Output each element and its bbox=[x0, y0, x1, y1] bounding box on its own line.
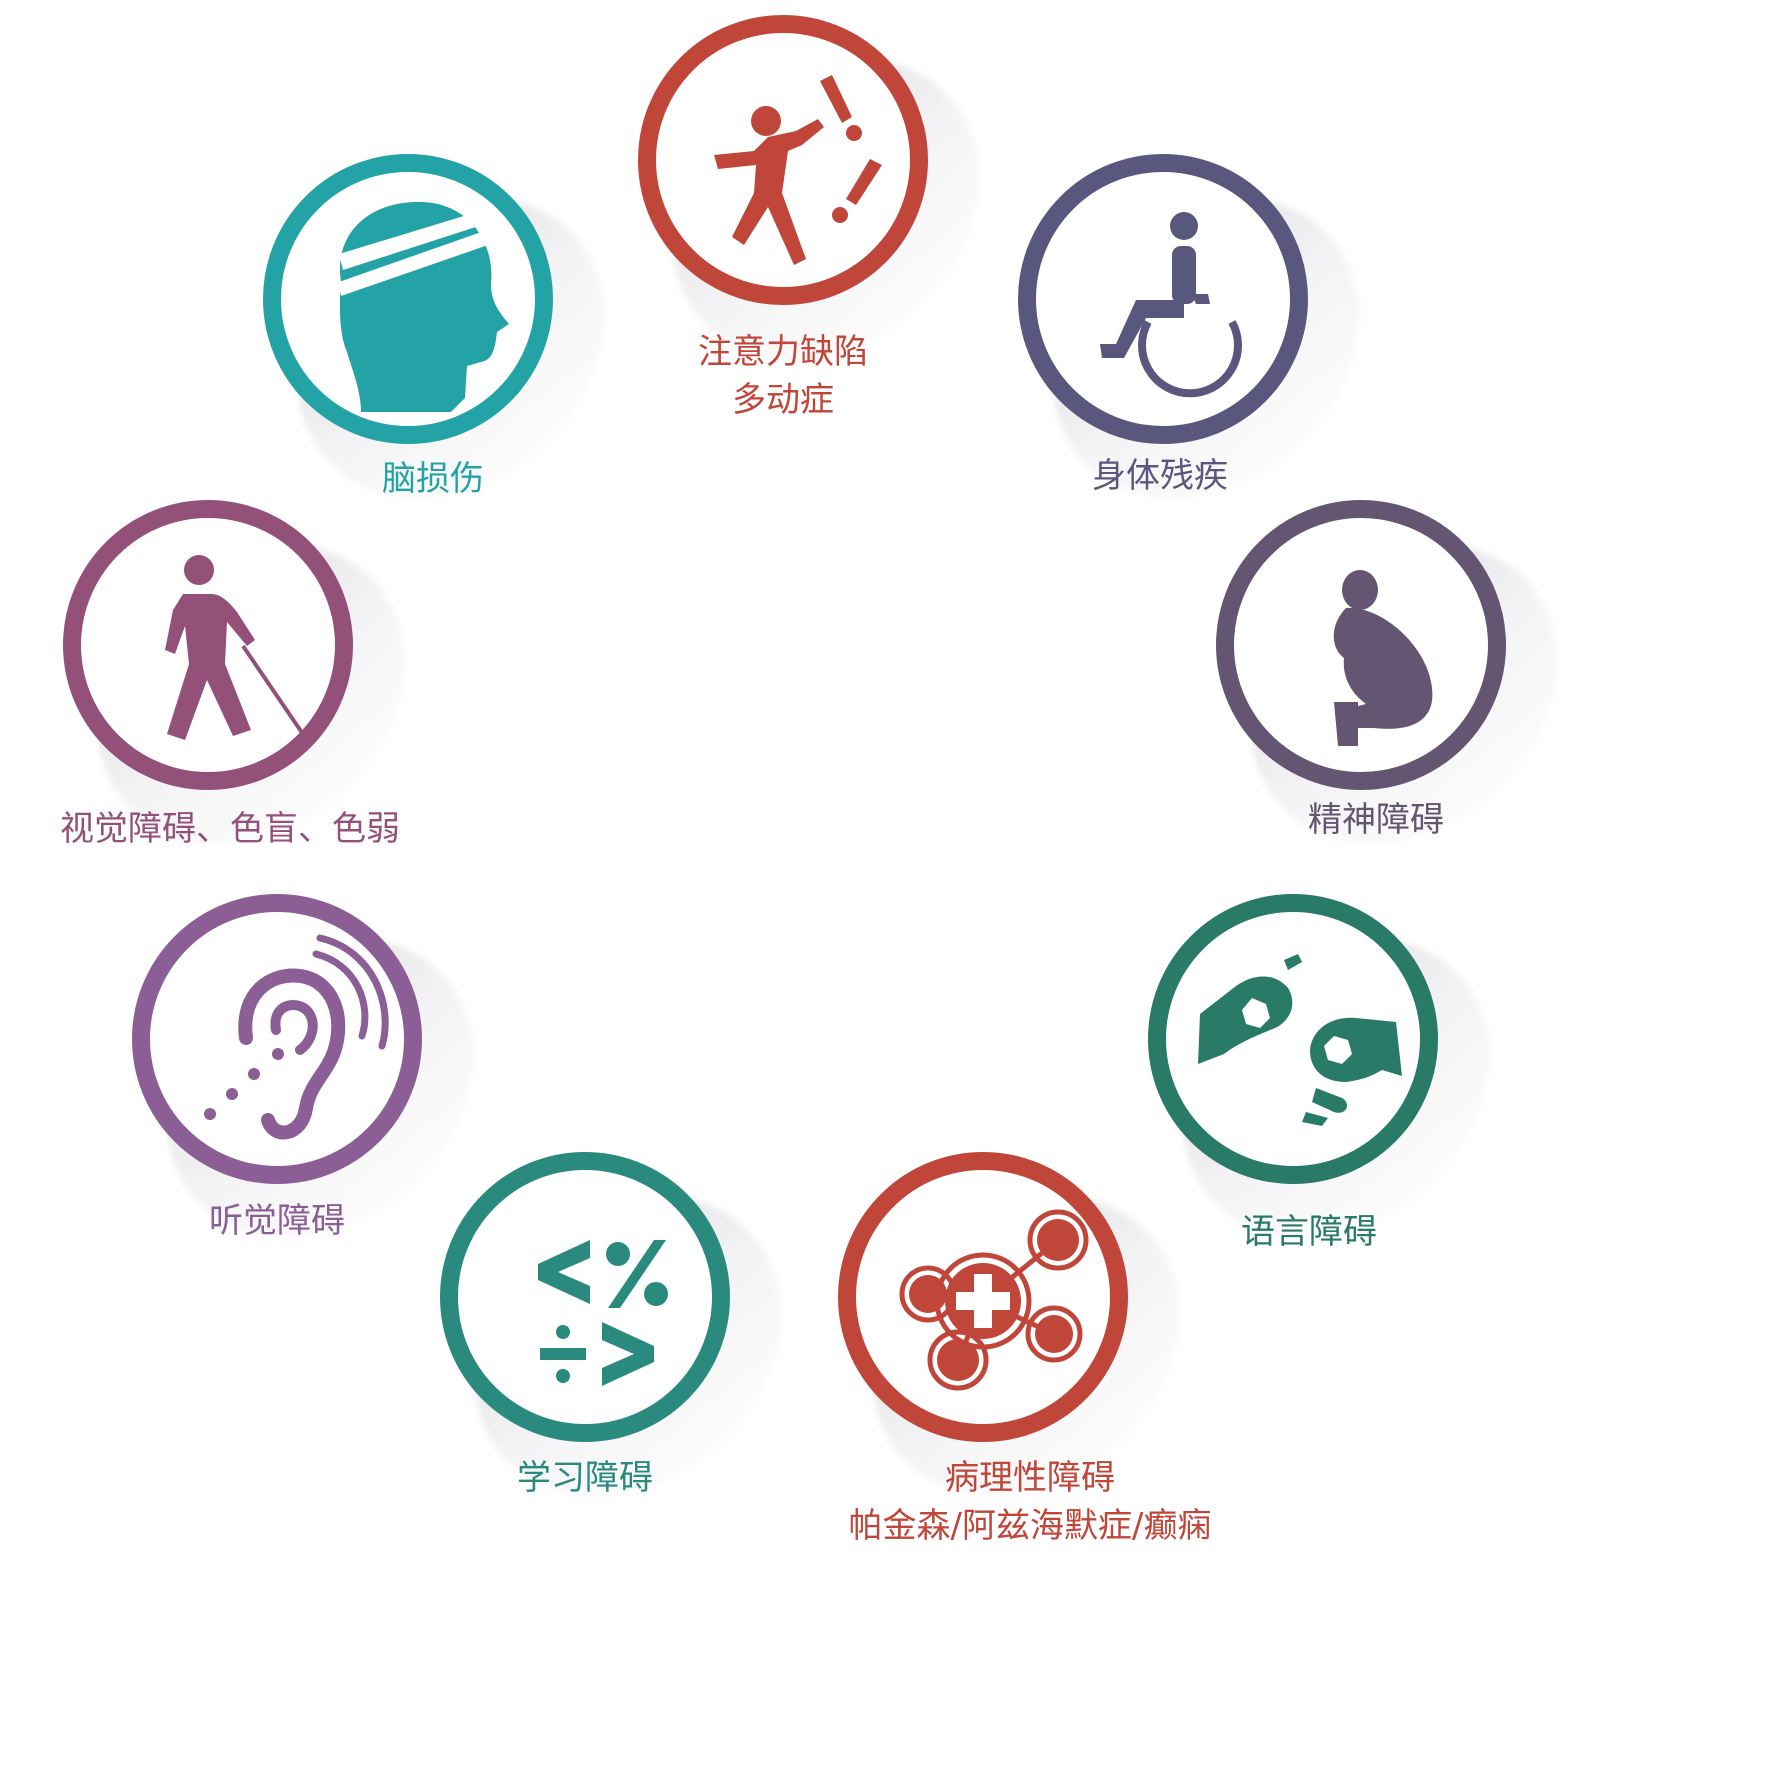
math-symbols-icon bbox=[538, 1240, 668, 1386]
label-adhd-line1: 注意力缺陷 bbox=[698, 332, 868, 372]
label-pathological-line1: 病理性障碍 bbox=[945, 1458, 1115, 1498]
circle-visual bbox=[63, 500, 353, 790]
circle-brain bbox=[263, 154, 553, 444]
circle-learning bbox=[440, 1152, 730, 1442]
bandaged-head-icon bbox=[339, 201, 509, 412]
label-adhd-line2: 多动症 bbox=[732, 380, 834, 420]
circle-language bbox=[1148, 894, 1438, 1184]
label-hearing-line1: 听觉障碍 bbox=[209, 1201, 345, 1241]
label-learning-line1: 学习障碍 bbox=[517, 1458, 653, 1498]
label-mental-line1: 精神障碍 bbox=[1308, 800, 1444, 840]
label-adhd: 注意力缺陷 多动症 bbox=[683, 328, 883, 424]
circle-hearing bbox=[132, 894, 422, 1184]
circle-adhd bbox=[638, 15, 928, 305]
wheelchair-icon bbox=[1100, 212, 1242, 398]
blind-person-cane-icon bbox=[165, 555, 309, 742]
label-visual: 视觉障碍、色盲、色弱 bbox=[40, 805, 420, 853]
label-brain-line1: 脑损伤 bbox=[382, 459, 484, 499]
sign-language-icon bbox=[1198, 954, 1402, 1126]
medical-cross-icon bbox=[899, 1209, 1089, 1391]
crouching-person-icon bbox=[1333, 570, 1433, 746]
label-physical-line1: 身体残疾 bbox=[1092, 456, 1228, 496]
label-hearing: 听觉障碍 bbox=[177, 1197, 377, 1245]
label-learning: 学习障碍 bbox=[485, 1454, 685, 1502]
label-language-line1: 语言障碍 bbox=[1241, 1212, 1377, 1252]
label-visual-line1: 视觉障碍、色盲、色弱 bbox=[60, 809, 400, 849]
circle-mental bbox=[1216, 500, 1506, 790]
circle-pathological bbox=[838, 1152, 1128, 1442]
hyperactive-child-icon bbox=[714, 75, 882, 265]
label-brain: 脑损伤 bbox=[333, 455, 533, 503]
label-pathological: 病理性障碍 帕金森/阿兹海默症/癫痫 bbox=[840, 1454, 1220, 1550]
hearing-loss-ear-icon bbox=[204, 934, 389, 1140]
label-physical: 身体残疾 bbox=[1060, 452, 1260, 500]
label-pathological-line2: 帕金森/阿兹海默症/癫痫 bbox=[848, 1506, 1212, 1546]
label-mental: 精神障碍 bbox=[1276, 796, 1476, 844]
circle-physical bbox=[1018, 154, 1308, 444]
label-language: 语言障碍 bbox=[1209, 1208, 1409, 1256]
